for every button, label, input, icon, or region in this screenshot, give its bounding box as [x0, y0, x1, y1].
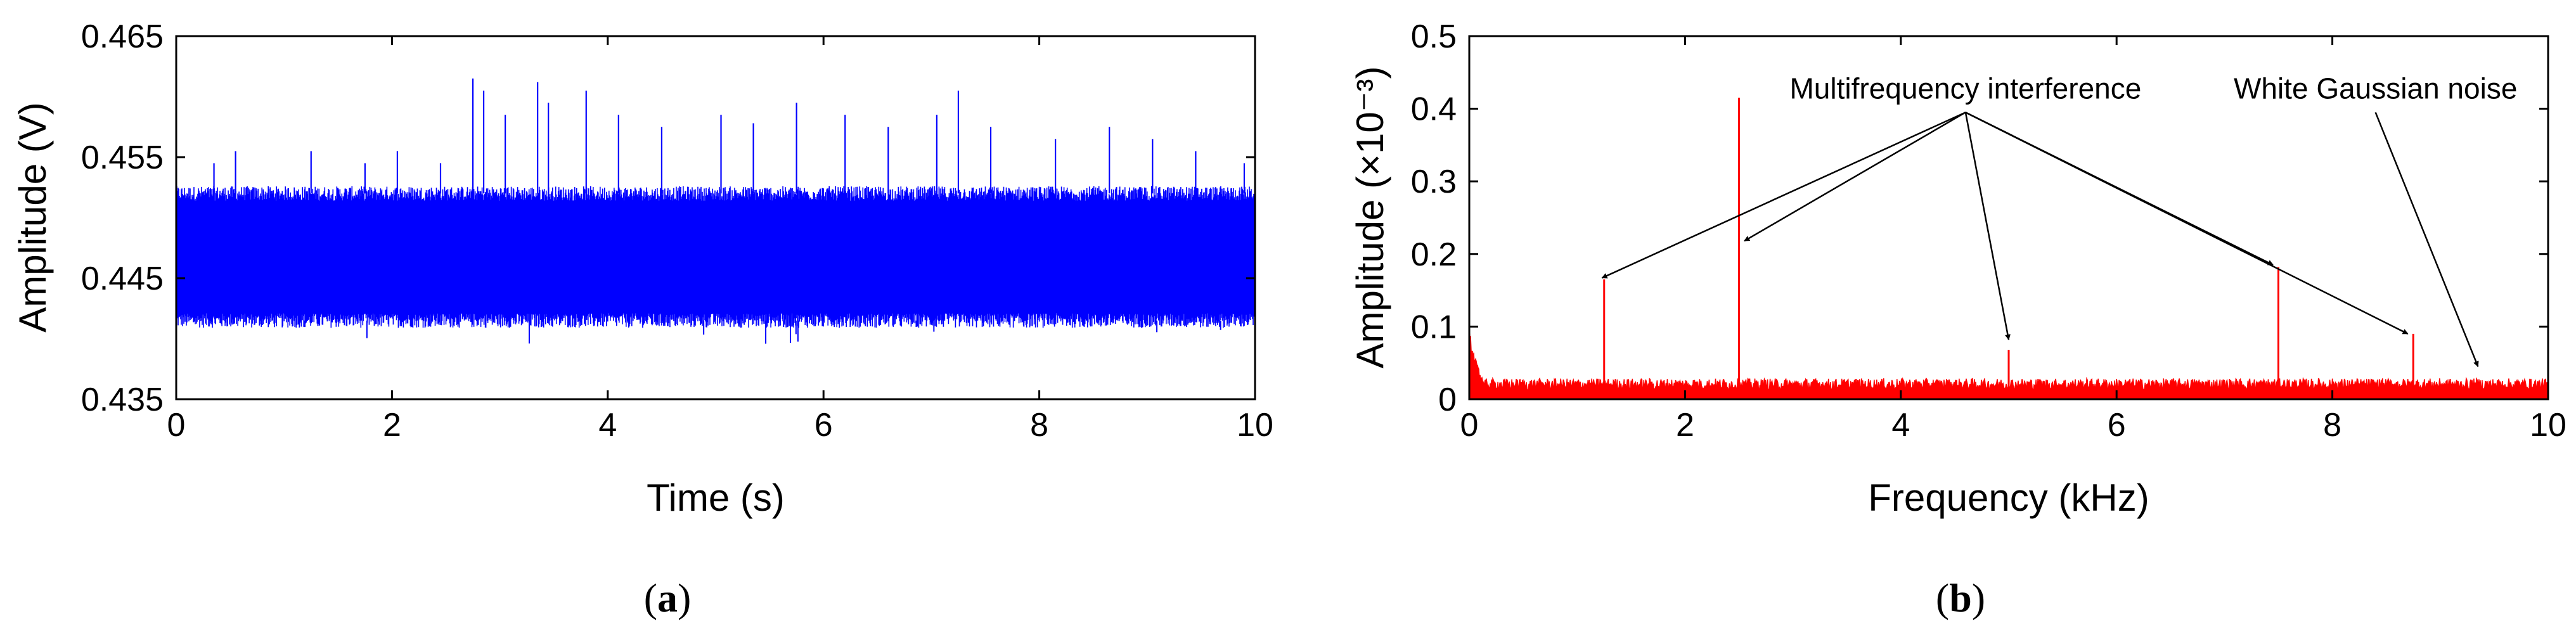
panel-b-annotation-arrow — [2374, 112, 2479, 368]
panel-a-x-tick-label: 0 — [167, 407, 186, 444]
panel-a-label: (a) — [644, 575, 692, 620]
panel-b-y-tick-label: 0.5 — [1411, 18, 1457, 55]
panel-b-x-tick-label: 0 — [1460, 407, 1479, 444]
panel-b-x-tick-label: 10 — [2530, 407, 2566, 444]
panel-b-annotations: Multifrequency interference White Gaussia… — [1601, 72, 2517, 368]
panel-b-y-tick-label: 0.3 — [1411, 163, 1457, 200]
panel-b-plot-frame — [1468, 35, 2549, 400]
panel-b-y-tick-label: 0.1 — [1411, 309, 1457, 345]
panel-a-xlabel: Time (s) — [647, 477, 785, 519]
panel-a-x-tick-label: 6 — [815, 407, 833, 444]
panel-b-ticks: 0 2 4 6 8 10 0 0.1 0.2 0.3 0.4 0.5 — [1411, 18, 2566, 444]
panel-b-annotation-label: White Gaussian noise — [2234, 72, 2517, 105]
panel-a-y-tick-label: 0.435 — [81, 381, 164, 418]
panel-b-x-tick-label: 8 — [2323, 407, 2341, 444]
panel-a-ylabel: Amplitude (V) — [11, 102, 54, 332]
panel-b-label: (b) — [1936, 575, 1985, 620]
panel-b-y-tick-label: 0.2 — [1411, 236, 1457, 273]
panel-b-plot-data — [1469, 98, 2549, 400]
panel-b-x-tick-label: 2 — [1676, 407, 1694, 444]
panel-a-plot-frame — [175, 35, 1256, 400]
panel-a-x-tick-label: 4 — [598, 407, 617, 444]
panel-a-y-tick-label: 0.445 — [81, 260, 164, 297]
panel-b-annotation-arrow — [1964, 112, 2011, 340]
panel-b: 0 2 4 6 8 10 0 0.1 0.2 0.3 0.4 0.5 Multifrequency i… — [1349, 18, 2566, 620]
panel-a-x-tick-label: 10 — [1237, 407, 1273, 444]
panel-a: 0 2 4 6 8 10 0.435 0.445 0.455 0.465 Time (s) Amp… — [11, 18, 1273, 620]
panel-b-x-tick-label: 4 — [1891, 407, 1910, 444]
panel-a-signal-trace — [176, 186, 1256, 328]
panel-b-y-tick-label: 0 — [1438, 381, 1457, 418]
panel-b-annotation-arrow — [1965, 112, 2409, 335]
panel-b-ylabel: Amplitude (×10⁻³) — [1349, 67, 1391, 369]
panel-b-annotation-arrow — [1601, 112, 1966, 279]
panel-b-annotation-arrow — [1744, 112, 1966, 242]
panel-a-ticks: 0 2 4 6 8 10 0.435 0.445 0.455 0.465 — [81, 18, 1273, 444]
panel-a-y-tick-label: 0.465 — [81, 18, 164, 55]
panel-a-x-tick-label: 2 — [383, 407, 401, 444]
panel-a-plot-data — [176, 78, 1256, 344]
panel-a-y-tick-label: 0.455 — [81, 139, 164, 176]
panel-b-y-tick-label: 0.4 — [1411, 91, 1457, 128]
panel-b-xlabel: Frequency (kHz) — [1868, 477, 2149, 519]
panel-a-x-tick-label: 8 — [1030, 407, 1048, 444]
panel-b-x-tick-label: 6 — [2108, 407, 2126, 444]
panel-b-annotation-label: Multifrequency interference — [1789, 72, 2141, 105]
